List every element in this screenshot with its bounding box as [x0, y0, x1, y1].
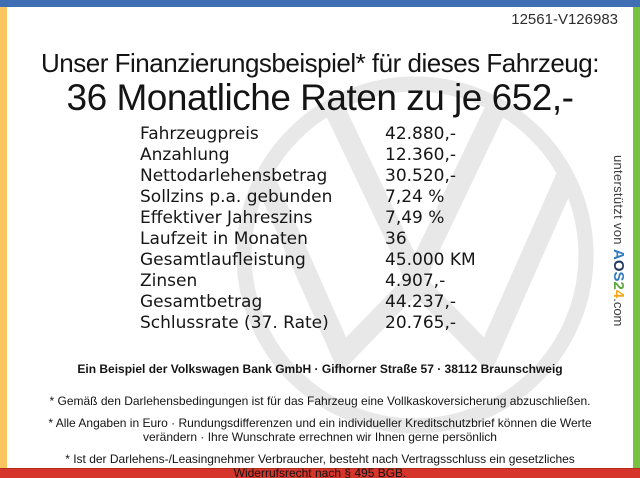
row-label: Laufzeit in Monaten [140, 229, 308, 249]
row-value: 7,49 % [385, 208, 445, 228]
row-value: 36 [385, 229, 407, 249]
row-label: Schlussrate (37. Rate) [140, 313, 329, 333]
aos24-letter: S [610, 271, 627, 282]
footnote-euro-rounding: * Alle Angaben in Euro · Rundungsdiffere… [48, 415, 592, 445]
table-row: Zinsen 4.907,- [140, 271, 476, 292]
row-label: Sollzins p.a. gebunden [140, 187, 333, 207]
footer: Ein Beispiel der Volkswagen Bank GmbH · … [7, 356, 633, 478]
left-accent-stripe [0, 7, 7, 468]
footnote-withdrawal-right: * Ist der Darlehens-/Leasingnehmer Verbr… [65, 451, 575, 478]
table-row: Fahrzeugpreis 42.880,- [140, 124, 476, 145]
aos24-letter: A [610, 248, 627, 260]
supported-by-label: unterstützt von [611, 155, 626, 249]
row-value: 7,24 % [385, 187, 445, 207]
row-label: Anzahlung [140, 145, 230, 165]
row-value: 12.360,- [385, 145, 457, 165]
aos24-letter: 2 [610, 281, 627, 290]
monthly-rate-headline: 36 Monatliche Raten zu je 652,- [66, 77, 574, 118]
row-value: 42.880,- [385, 124, 457, 144]
aos24-suffix: .com [611, 297, 626, 327]
table-row: Effektiver Jahreszins 7,49 % [140, 208, 476, 229]
aos24-letter: O [610, 259, 627, 272]
bottom-accent-bar [0, 468, 640, 478]
table-row: Gesamtbetrag 44.237,- [140, 292, 476, 313]
row-value: 20.765,- [385, 313, 457, 333]
table-row: Laufzeit in Monaten 36 [140, 229, 476, 250]
bank-address-line: Ein Beispiel der Volkswagen Bank GmbH · … [77, 362, 563, 376]
footnote-insurance: * Gemäß den Darlehensbedingungen ist für… [49, 394, 591, 408]
document-id: 12561-V126983 [511, 11, 618, 28]
financing-example-title: Unser Finanzierungsbeispiel* für dieses … [41, 48, 599, 78]
row-value: 45.000 KM [385, 250, 476, 270]
table-row: Anzahlung 12.360,- [140, 145, 476, 166]
right-accent-stripe [633, 7, 640, 468]
row-value: 4.907,- [385, 271, 446, 291]
supported-by-credit: unterstützt von AOS24.com [610, 155, 627, 326]
vw-logo-watermark-icon [225, 65, 605, 445]
top-accent-bar [0, 0, 640, 7]
row-value: 44.237,- [385, 292, 457, 312]
row-label: Gesamtbetrag [140, 292, 263, 312]
row-value: 30.520,- [385, 166, 457, 186]
row-label: Gesamtlaufleistung [140, 250, 306, 270]
row-label: Fahrzeugpreis [140, 124, 259, 144]
aos24-letter: 4 [610, 289, 627, 298]
table-row: Sollzins p.a. gebunden 7,24 % [140, 187, 476, 208]
aos24-logo: AOS24.com [610, 249, 627, 326]
financing-table: Fahrzeugpreis 42.880,- Anzahlung 12.360,… [140, 124, 476, 334]
table-row: Nettodarlehensbetrag 30.520,- [140, 166, 476, 187]
row-label: Nettodarlehensbetrag [140, 166, 328, 186]
table-row: Gesamtlaufleistung 45.000 KM [140, 250, 476, 271]
table-row: Schlussrate (37. Rate) 20.765,- [140, 313, 476, 334]
row-label: Effektiver Jahreszins [140, 208, 313, 228]
row-label: Zinsen [140, 271, 198, 291]
